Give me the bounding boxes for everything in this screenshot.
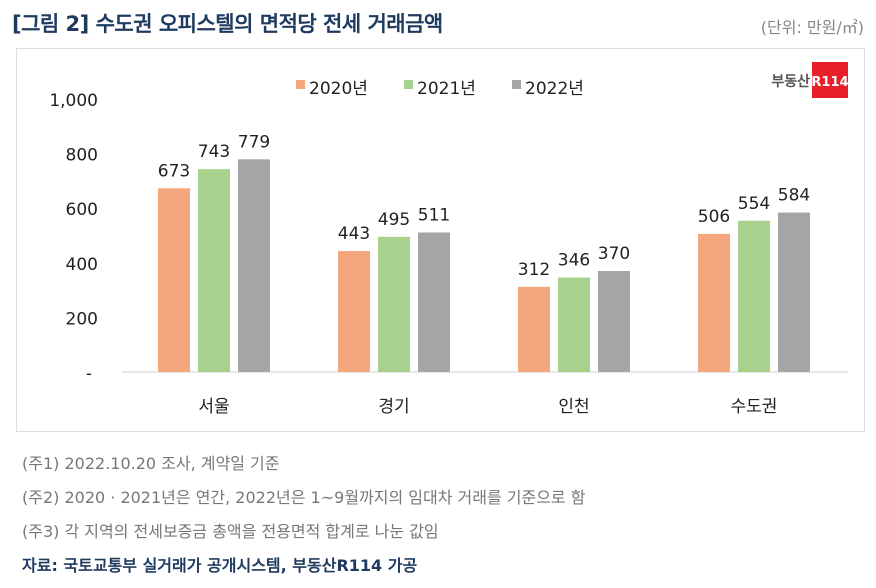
data-label: 673 [158,161,190,181]
data-label: 511 [418,205,450,225]
legend-swatch [404,80,413,89]
y-tick-label: 600 [66,200,98,220]
data-label: 779 [238,132,270,152]
legend-label: 2020년 [309,79,368,99]
bar [738,220,770,372]
data-label: 554 [738,194,770,214]
bar [158,188,190,372]
category-label: 경기 [378,397,409,417]
unit-label: (단위: 만원/㎡) [760,18,864,37]
note-1: (주1) 2022.10.20 조사, 계약일 기준 [22,454,280,473]
legend-label: 2021년 [417,79,476,99]
bar [238,159,270,372]
category-label: 서울 [198,397,229,417]
data-label: 495 [378,210,410,230]
data-label: 584 [778,186,810,206]
y-tick-label: 800 [66,146,98,166]
category-label: 수도권 [731,397,778,417]
logo-text: 부동산 [771,73,810,90]
bar [698,233,730,372]
bar [518,286,550,372]
logo-r114-text: R114 [811,75,848,90]
logo-r114-icon [812,62,848,98]
chart-area [16,48,865,432]
bar [558,277,590,372]
legend-label: 2022년 [525,79,584,99]
data-label: 506 [698,207,730,227]
bar [418,232,450,372]
y-tick-label: 400 [66,255,98,275]
bar [778,212,810,372]
data-label: 743 [198,142,230,162]
legend-swatch [296,80,305,89]
data-label: 370 [598,244,630,264]
bar [338,251,370,372]
source: 자료: 국토교통부 실거래가 공개시스템, 부동산R114 가공 [22,556,418,575]
bar [598,270,630,372]
data-label: 346 [558,251,590,271]
y-tick-label: - [86,364,92,384]
data-label: 443 [338,224,370,244]
chart-title: [그림 2] 수도권 오피스텔의 면적당 전세 거래금액 [12,12,443,36]
y-tick-label: 200 [66,309,98,329]
data-label: 312 [518,260,550,280]
y-tick-label: 1,000 [49,91,98,111]
category-label: 인천 [558,397,589,417]
note-2: (주2) 2020 · 2021년은 연간, 2022년은 1~9월까지의 임대… [22,488,586,507]
note-3: (주3) 각 지역의 전세보증금 총액을 전용면적 합계로 나눈 값임 [22,522,439,541]
bar-chart: - 200 400 600 800 1,000 부동산 R114 2020년 2021년 2022년… [49,62,849,417]
bar [378,236,410,372]
legend-swatch [512,80,521,89]
bar [198,169,230,372]
